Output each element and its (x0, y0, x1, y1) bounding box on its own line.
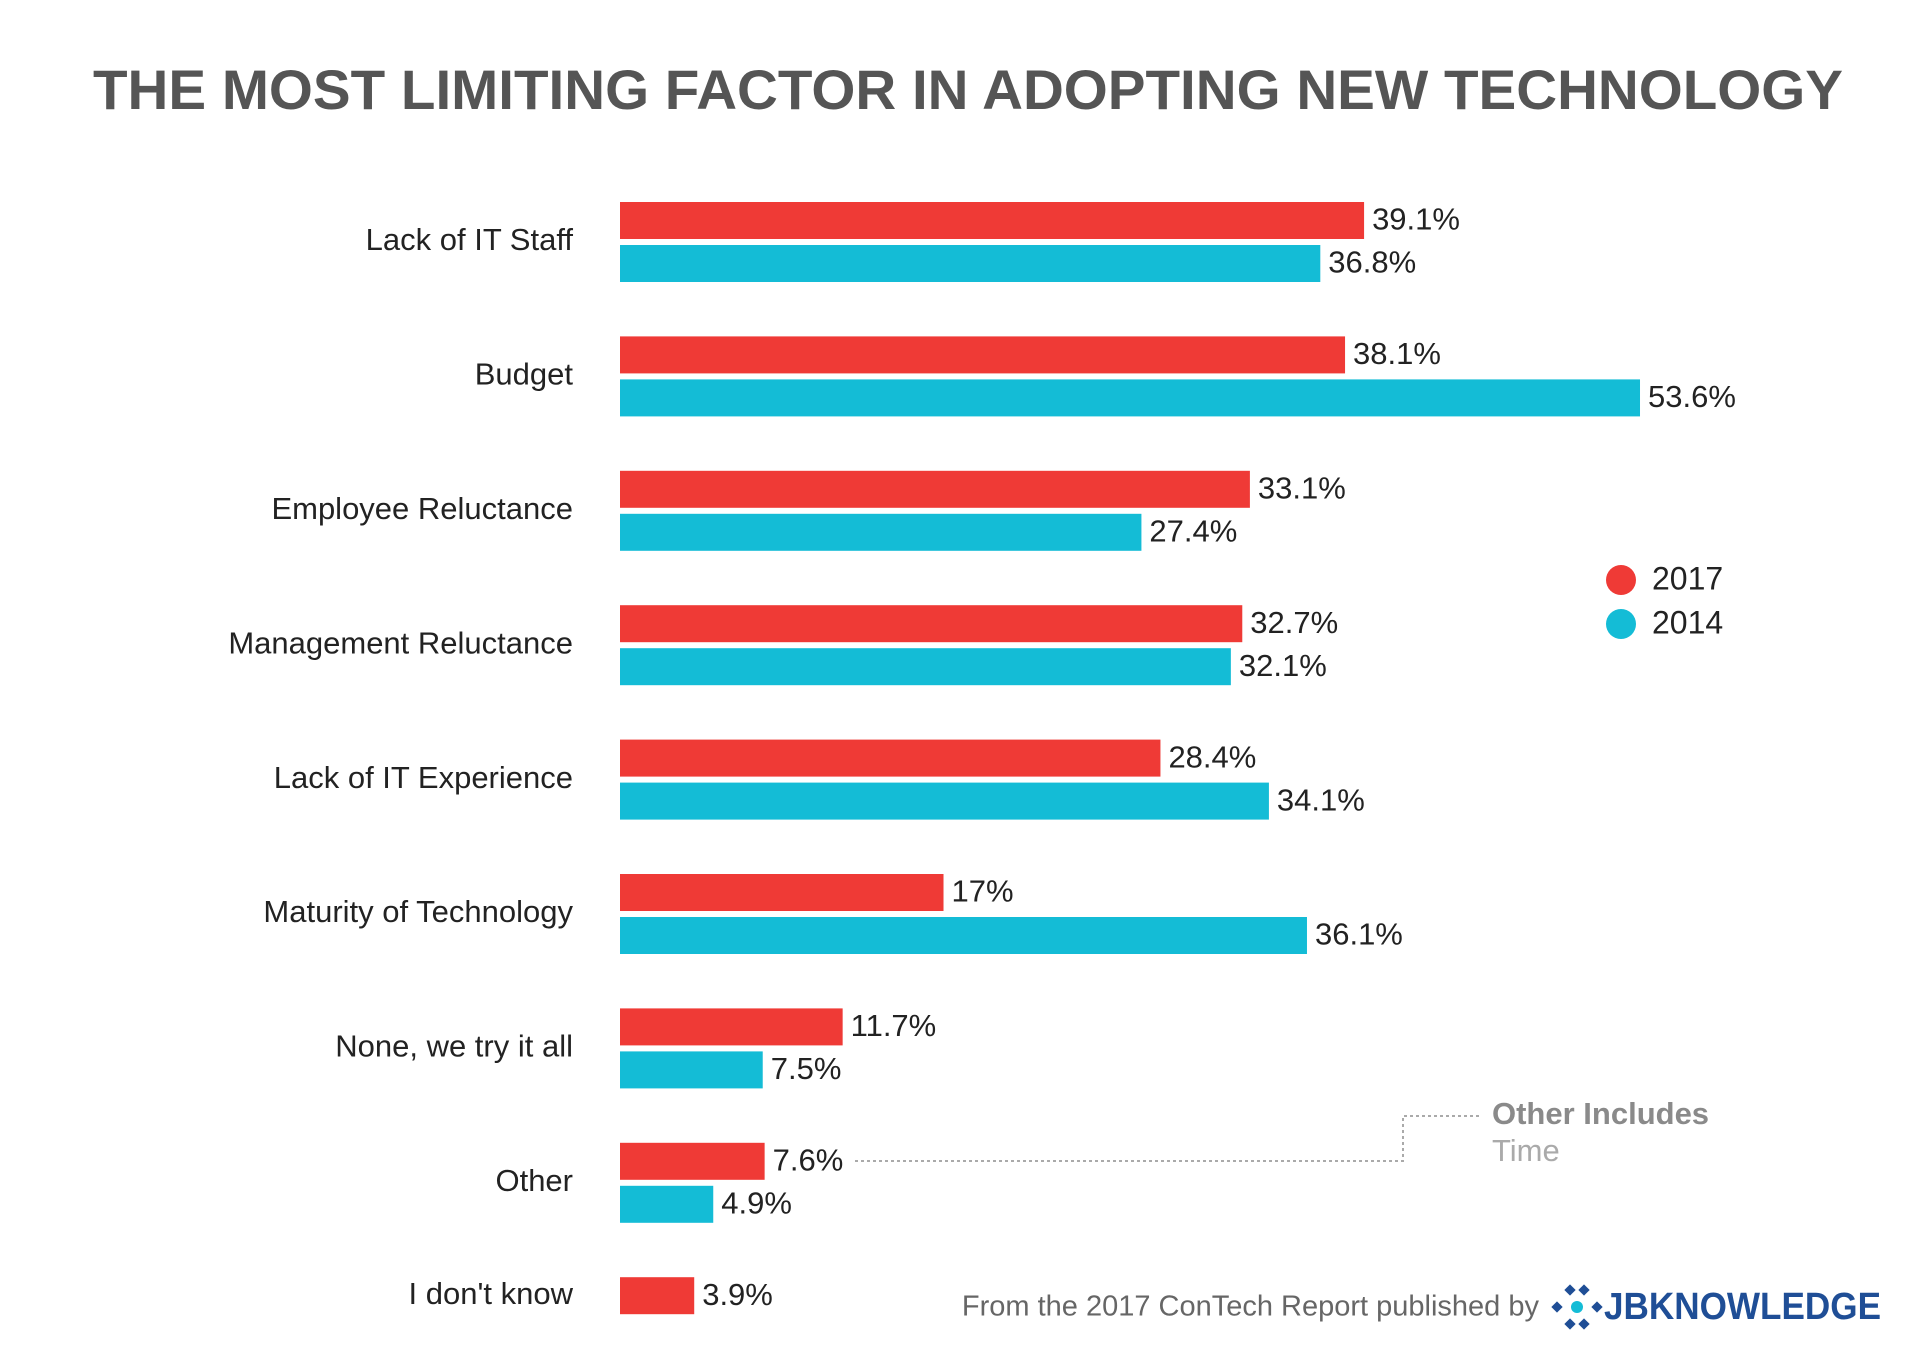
bar (620, 202, 1365, 239)
legend-label: 2017 (1652, 560, 1723, 596)
value-label: 34.1% (1277, 782, 1365, 817)
value-label: 28.4% (1168, 739, 1256, 774)
bar (620, 648, 1231, 686)
value-label: 33.1% (1258, 470, 1346, 505)
category-label: Employee Reluctance (271, 491, 573, 526)
value-label: 39.1% (1372, 202, 1460, 237)
value-label: 36.1% (1315, 917, 1403, 952)
value-label: 53.6% (1648, 379, 1736, 414)
value-label: 36.8% (1328, 245, 1416, 280)
bar (620, 874, 944, 911)
bar (620, 917, 1307, 954)
bar (620, 1051, 763, 1089)
bar (620, 513, 1142, 551)
value-label: 7.5% (771, 1051, 842, 1086)
logo-text: JBKNOWLEDGE (1604, 1286, 1881, 1328)
value-label: 27.4% (1149, 513, 1237, 548)
value-label: 38.1% (1353, 336, 1441, 371)
category-label: Other (495, 1163, 573, 1198)
bar (620, 470, 1250, 508)
bar (620, 379, 1641, 417)
annotation-text: Time (1492, 1133, 1560, 1168)
value-label: 32.1% (1239, 648, 1327, 683)
logo-icon (1551, 1284, 1603, 1330)
bar (620, 245, 1321, 282)
value-label: 4.9% (721, 1185, 792, 1220)
value-label: 3.9% (702, 1277, 773, 1312)
legend-marker (1606, 565, 1636, 595)
legend-marker (1606, 609, 1636, 639)
bar (620, 1277, 695, 1315)
bar (620, 739, 1161, 777)
category-label: Budget (475, 357, 574, 392)
annotation-title: Other Includes (1492, 1096, 1709, 1131)
bar (620, 1008, 843, 1046)
value-label: 7.6% (773, 1142, 844, 1177)
legend-label: 2014 (1652, 604, 1723, 640)
bar (620, 336, 1346, 374)
bar (620, 605, 1243, 643)
category-label: Maturity of Technology (263, 894, 573, 929)
value-label: 17% (952, 874, 1014, 909)
category-label: I don't know (409, 1276, 574, 1311)
category-label: Management Reluctance (228, 625, 573, 660)
category-label: None, we try it all (335, 1029, 573, 1064)
annotation-leader (855, 1115, 1482, 1162)
value-label: 11.7% (851, 1008, 937, 1043)
chart-title: THE MOST LIMITING FACTOR IN ADOPTING NEW… (93, 58, 1843, 121)
bar (620, 782, 1269, 820)
value-label: 32.7% (1250, 605, 1338, 640)
source-note: From the 2017 ConTech Report published b… (962, 1291, 1540, 1323)
bar (620, 1185, 714, 1223)
category-label: Lack of IT Staff (366, 222, 574, 257)
category-label: Lack of IT Experience (274, 760, 573, 795)
bar (620, 1142, 765, 1180)
